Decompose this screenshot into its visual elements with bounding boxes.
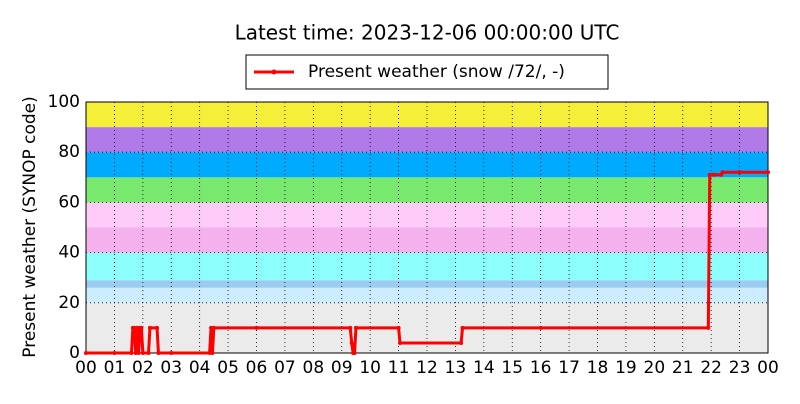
data-point <box>538 325 543 330</box>
data-point <box>706 325 711 330</box>
x-tick-label: 15 <box>501 358 523 378</box>
x-tick-label: 12 <box>416 358 438 378</box>
data-point <box>459 340 464 345</box>
x-tick-label: 21 <box>672 358 694 378</box>
data-point <box>720 170 725 175</box>
data-point <box>396 325 401 330</box>
data-point <box>156 351 161 355</box>
y-tick-label: 40 <box>58 243 80 263</box>
x-tick-label: 09 <box>331 358 353 378</box>
legend-marker <box>271 69 277 75</box>
data-point <box>112 351 117 355</box>
data-point <box>712 172 717 177</box>
data-point <box>146 351 151 355</box>
chart-title: Latest time: 2023-12-06 00:00:00 UTC <box>235 21 620 45</box>
data-point <box>140 351 145 355</box>
x-tick-label: 23 <box>729 358 751 378</box>
data-point <box>353 325 358 330</box>
data-point <box>132 325 137 330</box>
x-tick-label: 10 <box>359 358 381 378</box>
data-point <box>254 325 259 330</box>
background-band <box>86 287 768 303</box>
data-point <box>210 351 215 355</box>
x-tick-label: 14 <box>473 358 495 378</box>
x-tick-label: 02 <box>132 358 154 378</box>
y-tick-label: 0 <box>69 343 80 363</box>
x-tick-label: 07 <box>274 358 296 378</box>
data-point <box>211 325 216 330</box>
data-point <box>352 351 357 355</box>
x-tick-label: 18 <box>587 358 609 378</box>
data-line <box>86 170 768 355</box>
legend-box <box>245 54 609 90</box>
x-tick-label: 20 <box>644 358 666 378</box>
x-tick-label: 01 <box>104 358 126 378</box>
y-tick-label: 80 <box>58 142 80 162</box>
data-point <box>348 325 353 330</box>
data-point <box>133 351 138 355</box>
x-tick-label: 05 <box>217 358 239 378</box>
data-point <box>766 170 770 175</box>
data-point <box>460 325 465 330</box>
background-band <box>86 127 768 153</box>
x-tick-label: 06 <box>246 358 268 378</box>
background-band <box>86 227 768 253</box>
x-tick-label: 17 <box>558 358 580 378</box>
x-tick-label: 00 <box>75 358 97 378</box>
x-tick-label: 11 <box>388 358 410 378</box>
data-point <box>136 351 141 355</box>
x-tick-label: 04 <box>189 358 211 378</box>
x-tick-label: 03 <box>160 358 182 378</box>
y-axis-label: Present weather (SYNOP code) <box>20 96 40 357</box>
y-tick-label: 100 <box>48 92 80 112</box>
legend-label: Present weather (snow /72/, -) <box>308 62 565 82</box>
data-point <box>207 351 212 355</box>
plot-frame <box>85 101 769 354</box>
x-tick-label: 19 <box>615 358 637 378</box>
x-tick-label: 16 <box>530 358 552 378</box>
x-tick-label: 13 <box>445 358 467 378</box>
x-tick-label: 00 <box>757 358 779 378</box>
data-point <box>147 325 152 330</box>
data-point <box>139 325 144 330</box>
x-tick-label: 22 <box>700 358 722 378</box>
background-band <box>86 280 768 288</box>
data-point <box>707 172 712 177</box>
data-point <box>169 351 174 355</box>
data-point <box>209 325 214 330</box>
y-tick-label: 60 <box>58 192 80 212</box>
data-point <box>135 325 140 330</box>
data-point <box>398 340 403 345</box>
x-tick-label: 08 <box>303 358 325 378</box>
data-point <box>349 340 354 345</box>
y-tick-label: 20 <box>58 293 80 313</box>
data-point <box>84 351 88 355</box>
data-point <box>737 170 742 175</box>
data-point <box>129 351 134 355</box>
data-point <box>155 325 160 330</box>
background-band <box>86 152 768 178</box>
